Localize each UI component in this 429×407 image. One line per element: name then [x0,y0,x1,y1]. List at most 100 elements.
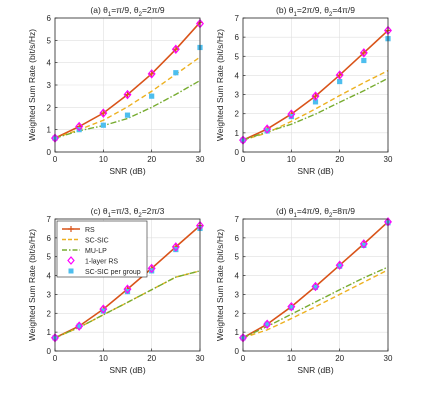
rs-point [172,46,179,53]
y-tick-label: 1 [47,126,52,135]
sc-sic-per-group-point [100,308,106,314]
legend-label: SC-SIC per group [85,269,141,276]
1-layer-rs-point [359,239,368,249]
sc-sic-per-group-point [288,113,294,120]
1-layer-rs-point [99,108,108,118]
chart-title: (d) θ1=4π/9, θ2=8π/9 [276,206,355,219]
legend-item: SC-SIC [62,237,109,244]
sc-sic-per-group-point [264,321,270,327]
axes-frame [242,17,389,153]
y-tick-label: 1 [47,328,52,337]
1-layer-rs-point [147,69,156,79]
legend-item: RS [62,226,95,234]
y-tick-label: 2 [235,110,240,119]
y-tick-label: 4 [235,272,240,281]
y-tick-label: 0 [235,347,240,356]
legend-item: MU-LP [62,248,107,255]
sc-sic-per-group-point [337,263,343,269]
y-tick-label: 3 [235,91,240,100]
1-layer-rs-point [359,48,368,58]
legend-marker [68,268,74,274]
y-tick-label: 6 [47,14,52,23]
sc-sic-per-group-point [149,268,155,274]
chart-panel-0: 0 10 20 30 0 1 2 3 4 5 6 SNR (dB) Weighted Sum Rate … [27,5,205,176]
legend-marker [68,226,74,232]
y-tick-label: 6 [235,33,240,42]
x-tick-label: 0 [53,155,58,164]
y-tick-label: 0 [47,148,52,157]
x-axis-label: SNR (dB) [297,365,334,375]
x-tick-label: 30 [384,155,393,164]
x-axis-label: SNR (dB) [109,166,146,176]
y-tick-label: 7 [235,215,240,224]
rs-point [336,72,343,79]
y-tick-label: 5 [47,36,52,45]
legend-label: SC-SIC [85,237,109,244]
y-tick-label: 6 [235,234,240,243]
y-tick-label: 0 [235,148,240,157]
y-tick-label: 5 [235,253,240,262]
1-layer-rs-point [123,89,132,100]
x-tick-label: 0 [53,354,58,363]
sc-sic-per-group-point [149,93,155,99]
y-tick-label: 7 [235,14,240,23]
y-tick-label: 2 [47,309,52,318]
y-tick-label: 4 [47,59,52,68]
legend-item: SC-SIC per group [68,268,141,276]
legend-label: RS [85,227,95,234]
x-tick-label: 10 [287,155,296,164]
x-tick-label: 0 [241,155,246,164]
1-layer-rs-point [263,319,272,329]
x-axis-label: SNR (dB) [109,365,146,375]
chart-title: (b) θ1=2π/9, θ2=4π/9 [276,5,355,18]
sc-sic-per-group-point [124,289,131,295]
legend-box [56,220,148,278]
sc-sic-per-group-point [337,78,343,85]
y-tick-label: 3 [47,290,52,299]
x-tick-label: 10 [99,354,108,363]
x-tick-label: 10 [287,354,296,363]
1-layer-rs-point [287,301,296,312]
y-axis-label: Weighted Sum Rate (bit/s/Hz) [27,229,37,341]
chart-panel-3: 0 10 20 30 0 1 2 3 4 5 6 7 SNR (dB) Weighted Sum Rate… [215,206,393,375]
y-axis-label: Weighted Sum Rate (bit/s/Hz) [27,29,37,141]
rs-point [148,70,155,77]
y-axis-label: Weighted Sum Rate (bit/s/Hz) [215,229,225,341]
x-tick-label: 20 [147,155,156,164]
sc-sic-per-group-point [100,122,106,128]
chart-title: (c) θ1=π/3, θ2=2π/3 [91,206,165,219]
x-tick-label: 30 [196,155,205,164]
1-layer-rs-point [75,121,84,132]
x-tick-label: 30 [384,354,393,363]
y-tick-label: 3 [47,81,52,90]
y-tick-label: 5 [47,253,52,262]
1-layer-rs-point [287,109,296,119]
y-tick-label: 3 [235,290,240,299]
x-tick-label: 20 [335,155,344,164]
x-axis-label: SNR (dB) [297,166,334,176]
y-tick-label: 2 [235,309,240,318]
1-layer-rs-point [99,304,108,314]
1-layer-rs-point [311,281,320,292]
x-tick-label: 30 [196,354,205,363]
x-tick-label: 0 [241,354,246,363]
y-tick-label: 0 [47,347,52,356]
sc-sic-per-group-point [361,242,367,248]
axes-frame [54,218,201,352]
1-layer-rs-point [335,260,344,270]
x-tick-label: 20 [335,354,344,363]
sc-sic-per-group-point [312,284,319,290]
y-tick-label: 4 [47,272,52,281]
legend-marker [67,256,75,265]
1-layer-rs-point [171,44,180,54]
x-tick-label: 20 [147,354,156,363]
y-tick-label: 6 [47,234,52,243]
rs-point [124,91,131,98]
y-tick-label: 4 [235,71,240,80]
rs-point [360,49,367,56]
1-layer-rs-point [123,284,132,294]
legend-item: 1-layer RS [67,256,118,265]
1-layer-rs-point [311,91,320,101]
y-tick-label: 1 [235,129,240,138]
